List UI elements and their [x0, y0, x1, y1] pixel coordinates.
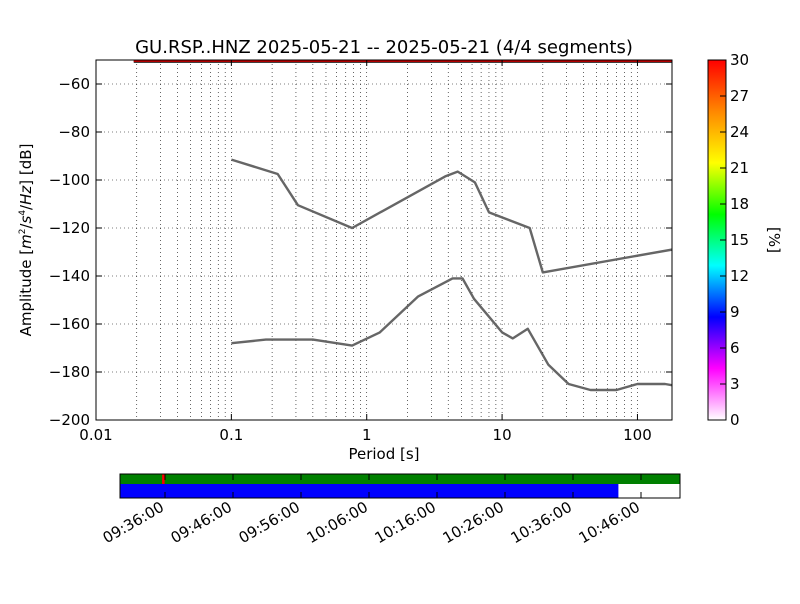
timeline-tick-label: 10:36:00 [508, 498, 575, 547]
y-tick-label: −120 [49, 219, 90, 237]
colorbar-tick-label: 9 [730, 303, 740, 321]
colorbar-label: [%] [765, 227, 783, 253]
colorbar-tick-label: 21 [730, 159, 749, 177]
gap-marker [162, 474, 165, 484]
y-label-m: m [17, 234, 35, 249]
psd-coverage-bar [120, 484, 619, 498]
plot-grid [96, 60, 672, 420]
y-label-suffix: ] [dB] [17, 144, 35, 186]
timeline-tick-label: 10:26:00 [440, 498, 507, 547]
timeline-tick-label: 10:06:00 [304, 498, 371, 547]
y-label-slash2: / [17, 204, 35, 210]
plot-frame [95, 59, 673, 421]
x-tick-label: 0.01 [79, 426, 112, 444]
y-tick-label: −80 [58, 123, 90, 141]
y-label-s: s [17, 216, 35, 224]
timeline-frame [119, 473, 681, 499]
colorbar-tick-label: 15 [730, 231, 749, 249]
segment-timeline [120, 474, 680, 498]
x-tick-label: 1 [362, 426, 372, 444]
y-label-slash1: / [17, 223, 35, 229]
colorbar-tick-label: 27 [730, 87, 749, 105]
timeline-tick-label: 09:46:00 [168, 498, 235, 547]
timeline-tick-label: 10:46:00 [576, 498, 643, 547]
x-axis-ticks: 0.01 0.1 1 10 100 [79, 60, 652, 444]
x-tick-label: 0.1 [219, 426, 243, 444]
y-label-exp2: 2 [18, 229, 28, 235]
colorbar-ticks: 0 3 6 9 12 15 18 21 24 27 30 [720, 51, 749, 429]
colorbar-tick-label: 30 [730, 51, 749, 69]
colorbar-tick-label: 12 [730, 267, 749, 285]
y-tick-label: −200 [49, 411, 90, 429]
y-axis-ticks: −60 −80 −100 −120 −140 −160 −180 −200 [49, 75, 672, 429]
timeline-tick-label: 09:56:00 [236, 498, 303, 547]
y-tick-label: −140 [49, 267, 90, 285]
data-coverage-bar [120, 474, 680, 484]
colorbar-tick-label: 0 [730, 411, 740, 429]
y-tick-label: −160 [49, 315, 90, 333]
y-label-exp4: 4 [18, 210, 28, 216]
y-tick-label: −100 [49, 171, 90, 189]
chart-title: GU.RSP..HNZ 2025-05-21 -- 2025-05-21 (4/… [135, 37, 633, 58]
y-tick-label: −180 [49, 363, 90, 381]
psd-curves [231, 158, 672, 392]
x-axis-label: Period [s] [348, 445, 419, 463]
colorbar-tick-label: 24 [730, 123, 749, 141]
y-axis-label: Amplitude [m2/s4/Hz] [dB] [17, 144, 35, 337]
colorbar-tick-label: 3 [730, 375, 740, 393]
y-label-prefix: Amplitude [ [17, 249, 35, 337]
y-label-hz: Hz [17, 185, 35, 205]
x-tick-label: 10 [493, 426, 512, 444]
colorbar-tick-label: 6 [730, 339, 740, 357]
timeline-tick-label: 09:36:00 [100, 498, 167, 547]
timeline-tick-label: 10:16:00 [372, 498, 439, 547]
psd-curve-2 [231, 277, 672, 392]
psd-curve-1 [231, 158, 672, 274]
colorbar-tick-label: 18 [730, 195, 749, 213]
x-tick-label: 100 [623, 426, 652, 444]
y-tick-label: −60 [58, 75, 90, 93]
